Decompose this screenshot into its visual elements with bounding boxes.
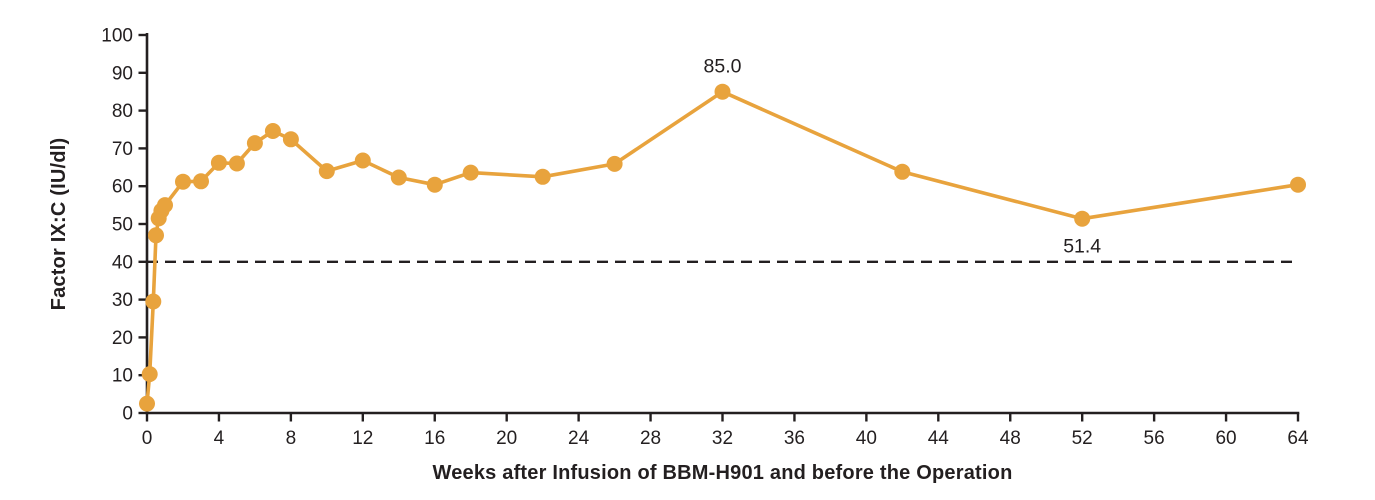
data-point-marker (462, 164, 479, 181)
data-point-marker (714, 83, 731, 100)
y-tick-label: 40 (112, 252, 133, 273)
data-point-marker (246, 135, 263, 152)
y-tick-label: 50 (112, 215, 133, 236)
x-axis-title: Weeks after Infusion of BBM-H901 and bef… (432, 462, 1013, 484)
x-tick-label: 48 (1000, 428, 1021, 449)
y-tick-label: 90 (112, 63, 133, 84)
x-tick-label: 4 (214, 428, 225, 449)
x-tick-label: 36 (784, 428, 805, 449)
data-point-marker (175, 173, 191, 190)
data-point-marker (390, 169, 407, 186)
y-tick-label: 20 (112, 328, 133, 349)
y-tick-label: 30 (112, 290, 133, 311)
x-tick-label: 12 (352, 428, 373, 449)
y-tick-label: 60 (112, 177, 133, 198)
x-tick-label: 20 (496, 428, 517, 449)
x-tick-label: 32 (712, 428, 733, 449)
data-point-marker (228, 155, 245, 172)
y-tick-label: 70 (112, 139, 133, 160)
y-axis-title-text: Factor IX:C (IU/dl) (48, 137, 70, 311)
x-tick-label: 24 (568, 428, 590, 449)
data-point-marker (1290, 176, 1306, 193)
y-tick-label: 80 (112, 101, 133, 122)
x-tick-label: 44 (928, 428, 950, 449)
data-point-marker (1074, 210, 1091, 227)
data-point-annotation: 85.0 (704, 56, 742, 78)
y-tick-label: 100 (101, 26, 133, 47)
series-line (145, 89, 1300, 406)
y-tick-label: 0 (122, 404, 133, 425)
data-point-marker (606, 155, 623, 172)
x-tick-label: 56 (1144, 428, 1165, 449)
data-point-marker (264, 123, 281, 139)
x-tick-label: 64 (1287, 428, 1309, 449)
data-point-marker (145, 293, 162, 310)
data-point-marker (354, 152, 371, 169)
data-point-marker (210, 154, 227, 171)
data-point-marker (141, 366, 158, 383)
data-point-marker (282, 131, 299, 148)
x-tick-label: 60 (1215, 428, 1236, 449)
data-point-marker (534, 168, 551, 185)
y-tick-label: 10 (112, 366, 133, 387)
x-tick-label: 0 (142, 428, 153, 449)
x-tick-label: 16 (424, 428, 445, 449)
x-tick-label: 8 (286, 428, 297, 449)
data-point-marker (318, 163, 335, 180)
data-point-marker (148, 227, 164, 244)
data-point-marker (426, 176, 443, 193)
data-point-marker (894, 163, 911, 180)
data-point-marker (157, 197, 173, 214)
x-tick-label: 52 (1072, 428, 1093, 449)
data-point-annotation: 51.4 (1063, 236, 1101, 258)
x-tick-label: 28 (640, 428, 661, 449)
data-point-marker (193, 173, 209, 190)
data-point-marker (139, 395, 155, 412)
x-tick-label: 40 (856, 428, 877, 449)
